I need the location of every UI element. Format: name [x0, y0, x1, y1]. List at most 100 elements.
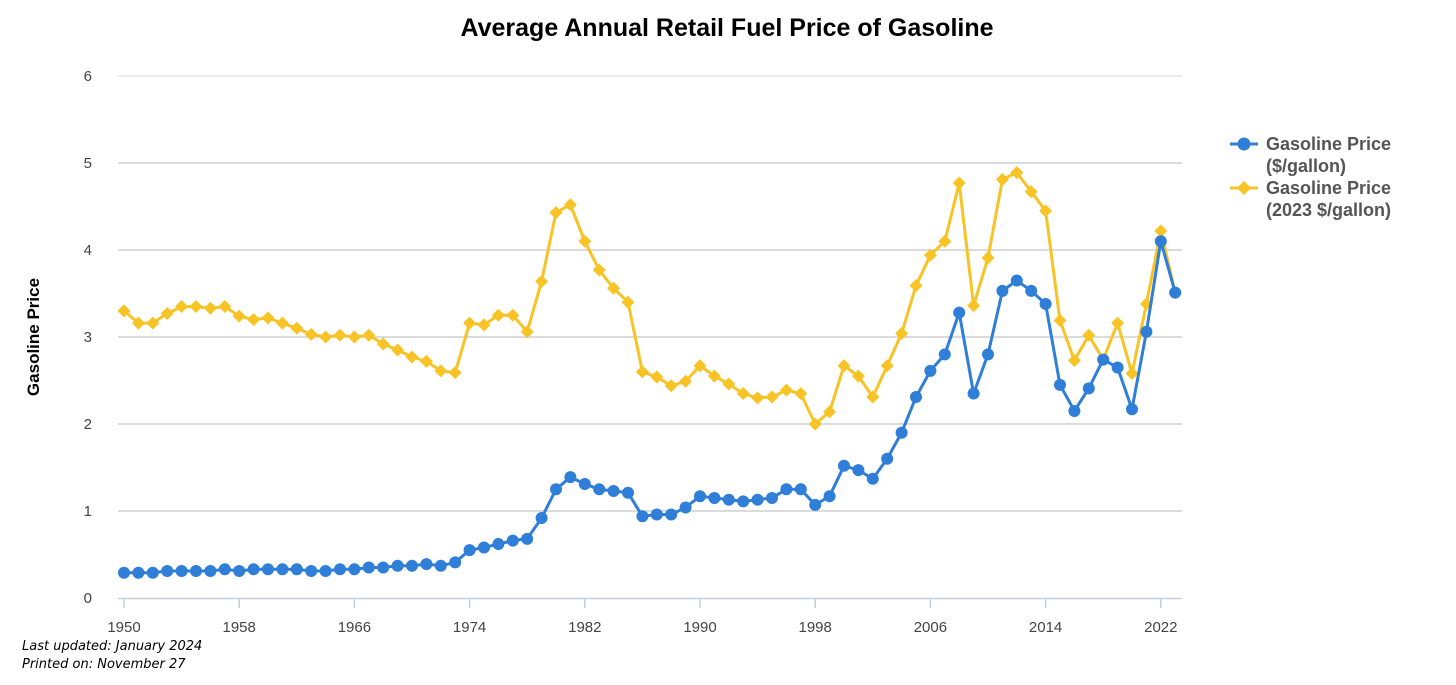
data-point-2015[interactable]	[1054, 378, 1066, 391]
data-point-1979[interactable]	[535, 511, 548, 524]
data-point-1968[interactable]	[376, 337, 390, 351]
data-point-2013[interactable]	[1025, 284, 1038, 297]
data-point-1992[interactable]	[722, 493, 735, 506]
data-point-1992[interactable]	[722, 377, 736, 391]
data-point-1971[interactable]	[420, 558, 433, 571]
data-point-2002[interactable]	[866, 472, 879, 485]
data-point-1997[interactable]	[794, 483, 807, 496]
data-point-2005[interactable]	[910, 391, 922, 404]
data-point-1951[interactable]	[131, 316, 145, 330]
data-point-1958[interactable]	[232, 309, 246, 323]
data-point-1962[interactable]	[290, 321, 304, 335]
data-point-1994[interactable]	[751, 493, 764, 506]
data-point-1978[interactable]	[521, 532, 534, 545]
data-point-1977[interactable]	[506, 534, 519, 547]
data-point-1999[interactable]	[823, 405, 837, 419]
data-point-1991[interactable]	[707, 369, 721, 383]
data-point-1985[interactable]	[622, 486, 634, 499]
data-point-1972[interactable]	[434, 364, 448, 378]
data-point-1950[interactable]	[118, 566, 130, 579]
data-point-2001[interactable]	[852, 464, 865, 477]
data-point-1957[interactable]	[218, 300, 232, 314]
data-point-2020[interactable]	[1126, 403, 1138, 416]
data-point-1993[interactable]	[736, 387, 750, 401]
data-point-1991[interactable]	[708, 491, 721, 504]
legend-item-real-2023[interactable]: Gasoline Price(2023 $/gallon)	[1230, 178, 1391, 220]
data-point-1953[interactable]	[161, 565, 174, 578]
data-point-1982[interactable]	[578, 234, 592, 248]
data-point-1965[interactable]	[334, 563, 346, 576]
data-point-2014[interactable]	[1039, 297, 1052, 310]
data-point-1965[interactable]	[333, 328, 347, 342]
data-point-1994[interactable]	[751, 391, 765, 405]
data-point-2023[interactable]	[1169, 286, 1182, 299]
data-point-1961[interactable]	[275, 316, 289, 330]
data-point-1968[interactable]	[377, 561, 390, 574]
data-point-1956[interactable]	[204, 565, 217, 578]
data-point-2007[interactable]	[938, 234, 952, 248]
data-point-2016[interactable]	[1068, 404, 1081, 417]
data-point-2019[interactable]	[1111, 316, 1125, 330]
data-point-1952[interactable]	[146, 316, 160, 330]
data-point-1982[interactable]	[578, 478, 591, 491]
data-point-2017[interactable]	[1082, 328, 1096, 342]
data-point-1980[interactable]	[549, 206, 563, 220]
data-point-1960[interactable]	[261, 311, 275, 325]
data-point-2008[interactable]	[952, 176, 966, 190]
data-point-1954[interactable]	[175, 300, 189, 314]
data-point-1958[interactable]	[233, 565, 246, 578]
data-point-1955[interactable]	[189, 300, 203, 314]
data-point-1981[interactable]	[564, 471, 577, 484]
data-point-1990[interactable]	[693, 359, 707, 373]
data-point-1987[interactable]	[650, 370, 664, 384]
data-point-1989[interactable]	[679, 374, 693, 388]
data-point-1984[interactable]	[607, 281, 621, 295]
data-point-1951[interactable]	[132, 566, 145, 579]
data-point-2003[interactable]	[880, 359, 894, 373]
data-point-1979[interactable]	[535, 274, 549, 288]
data-point-1996[interactable]	[780, 483, 793, 496]
data-point-2001[interactable]	[851, 369, 865, 383]
data-point-1962[interactable]	[290, 563, 303, 576]
data-point-1988[interactable]	[665, 508, 678, 521]
data-point-1973[interactable]	[449, 556, 462, 569]
data-point-1998[interactable]	[808, 417, 822, 431]
data-point-2020[interactable]	[1125, 367, 1139, 381]
data-point-1964[interactable]	[319, 565, 332, 578]
data-point-1961[interactable]	[276, 563, 289, 576]
data-point-2007[interactable]	[938, 348, 951, 361]
data-point-1975[interactable]	[477, 318, 491, 332]
data-point-1966[interactable]	[347, 330, 361, 344]
data-point-1975[interactable]	[478, 541, 490, 554]
data-point-2009[interactable]	[967, 299, 981, 313]
data-point-2002[interactable]	[866, 390, 880, 404]
data-point-2012[interactable]	[1010, 166, 1024, 180]
data-point-1970[interactable]	[406, 559, 418, 572]
data-point-1983[interactable]	[592, 263, 606, 277]
data-point-1997[interactable]	[794, 387, 808, 401]
legend-item-nominal[interactable]: Gasoline Price($/gallon)	[1230, 134, 1391, 176]
data-point-1977[interactable]	[506, 308, 520, 322]
data-point-2000[interactable]	[838, 459, 850, 472]
data-point-1971[interactable]	[419, 354, 433, 368]
data-point-1995[interactable]	[766, 491, 778, 504]
data-point-1993[interactable]	[737, 495, 750, 508]
data-point-1974[interactable]	[463, 316, 477, 330]
data-point-2005[interactable]	[909, 279, 923, 293]
data-point-2019[interactable]	[1111, 361, 1124, 374]
data-point-2015[interactable]	[1053, 313, 1067, 327]
data-point-2021[interactable]	[1140, 325, 1153, 338]
data-point-1986[interactable]	[636, 510, 649, 523]
data-point-1969[interactable]	[391, 559, 404, 572]
data-point-2010[interactable]	[982, 348, 994, 361]
data-point-1984[interactable]	[607, 484, 620, 497]
data-point-1989[interactable]	[679, 501, 692, 514]
data-point-2016[interactable]	[1067, 353, 1081, 367]
data-point-1966[interactable]	[348, 563, 361, 576]
data-point-2004[interactable]	[895, 426, 908, 439]
data-point-2000[interactable]	[837, 359, 851, 373]
data-point-1973[interactable]	[448, 366, 462, 380]
data-point-1996[interactable]	[779, 383, 793, 397]
data-point-2009[interactable]	[967, 387, 980, 400]
data-point-1970[interactable]	[405, 350, 419, 364]
